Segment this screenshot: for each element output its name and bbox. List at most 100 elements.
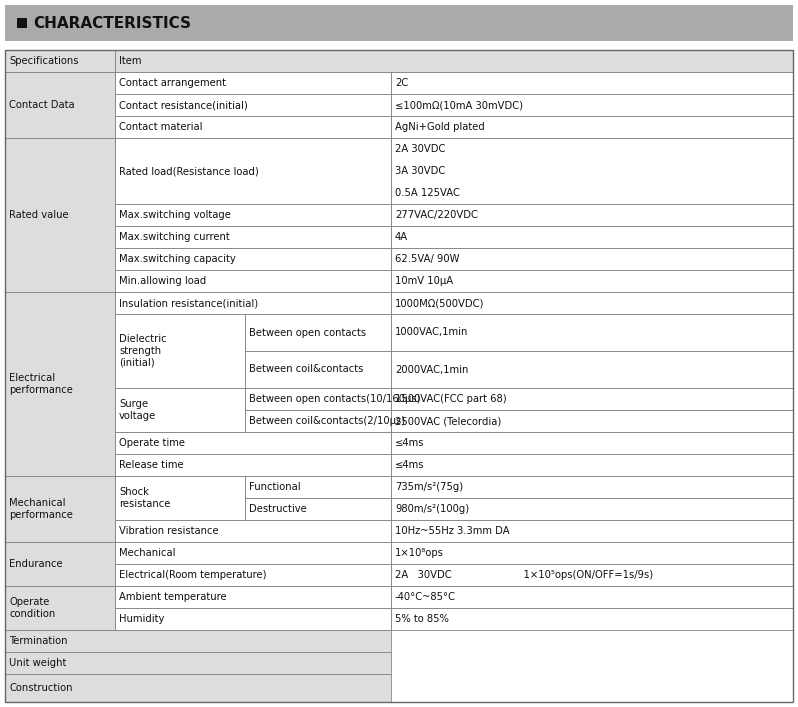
Bar [115,138,391,204]
Bar [115,94,391,116]
Bar [391,586,793,608]
Bar [391,388,793,410]
Bar [391,454,793,476]
Bar [391,138,793,204]
Text: Unit weight: Unit weight [9,658,66,668]
Bar [115,608,391,630]
Bar [5,50,115,72]
Text: Construction: Construction [9,683,73,693]
Text: Rated value: Rated value [9,210,69,220]
Bar [115,270,391,292]
Bar [115,226,391,248]
Bar [115,50,793,72]
Text: CHARACTERISTICS: CHARACTERISTICS [33,16,191,30]
Bar [391,608,793,630]
Bar [115,432,391,454]
Text: 1500VAC(FCC part 68): 1500VAC(FCC part 68) [395,394,507,404]
Text: 0.5A 125VAC: 0.5A 125VAC [395,188,460,198]
Bar [391,351,793,388]
Bar [391,351,793,388]
Text: Humidity: Humidity [119,614,164,624]
Text: Shock
resistance: Shock resistance [119,487,171,509]
Bar [115,204,391,226]
Text: ≤4ms: ≤4ms [395,460,425,470]
Bar [391,498,793,520]
Text: Electrical(Room temperature): Electrical(Room temperature) [119,570,267,580]
Bar [245,410,391,432]
Text: AgNi+Gold plated: AgNi+Gold plated [395,122,484,132]
Bar [391,248,793,270]
Bar [391,410,793,432]
Bar [115,314,245,388]
Text: Mechanical: Mechanical [119,548,176,558]
Bar [115,94,391,116]
Text: 2000VAC,1min: 2000VAC,1min [395,365,468,375]
Bar [245,388,391,410]
Text: 1000MΩ(500VDC): 1000MΩ(500VDC) [395,298,484,308]
Bar [5,630,391,652]
Text: Vibration resistance: Vibration resistance [119,526,219,536]
Text: 62.5VA/ 90W: 62.5VA/ 90W [395,254,460,264]
Bar [245,498,391,520]
Text: Max.switching capacity: Max.switching capacity [119,254,235,264]
Bar [5,674,391,702]
Bar [5,652,391,674]
Bar [115,542,391,564]
Bar [391,542,793,564]
Bar [245,476,391,498]
Bar [17,18,27,28]
Text: 10mV 10μA: 10mV 10μA [395,276,453,286]
Bar [391,520,793,542]
Bar [115,248,391,270]
Text: Min.allowing load: Min.allowing load [119,276,206,286]
Text: ≤100mΩ(10mA 30mVDC): ≤100mΩ(10mA 30mVDC) [395,100,523,110]
Bar [115,432,391,454]
Text: Functional: Functional [249,482,301,492]
Bar [245,476,391,498]
Text: Between coil&contacts(2/10μs): Between coil&contacts(2/10μs) [249,416,405,426]
Bar [391,542,793,564]
Bar [115,388,245,432]
Bar [5,138,115,292]
Bar [5,542,115,586]
Text: Between coil&contacts: Between coil&contacts [249,365,363,375]
Bar [245,388,391,410]
Text: Mechanical
performance: Mechanical performance [9,498,73,520]
Bar [391,314,793,351]
Bar [5,674,391,702]
Bar [115,586,391,608]
Bar [115,248,391,270]
Bar [391,204,793,226]
Text: Between open contacts(10/160μs): Between open contacts(10/160μs) [249,394,421,404]
Bar [115,226,391,248]
Text: 735m/s²(75g): 735m/s²(75g) [395,482,463,492]
Bar [391,292,793,314]
Bar [391,520,793,542]
Bar [391,454,793,476]
Text: Rated load(Resistance load): Rated load(Resistance load) [119,166,259,176]
Bar [115,476,245,520]
Text: Specifications: Specifications [9,56,78,66]
Bar [391,586,793,608]
Bar [391,72,793,94]
Bar [5,652,391,674]
Bar [115,292,391,314]
Bar [391,292,793,314]
Bar [115,72,391,94]
Text: Contact material: Contact material [119,122,203,132]
Text: -40°C~85°C: -40°C~85°C [395,592,456,602]
Bar [115,116,391,138]
Bar [391,72,793,94]
Bar [5,292,115,476]
Bar [115,292,391,314]
Bar [5,586,115,630]
Text: 5% to 85%: 5% to 85% [395,614,448,624]
Text: Dielectric
strength
(initial): Dielectric strength (initial) [119,334,167,368]
Bar [115,586,391,608]
Text: 2A   30VDC                       1×10⁵ops(ON/OFF=1s/9s): 2A 30VDC 1×10⁵ops(ON/OFF=1s/9s) [395,570,653,580]
Text: Between open contacts: Between open contacts [249,327,366,337]
Bar [5,72,115,138]
Bar [115,270,391,292]
Bar [391,476,793,498]
Text: Destructive: Destructive [249,504,306,514]
